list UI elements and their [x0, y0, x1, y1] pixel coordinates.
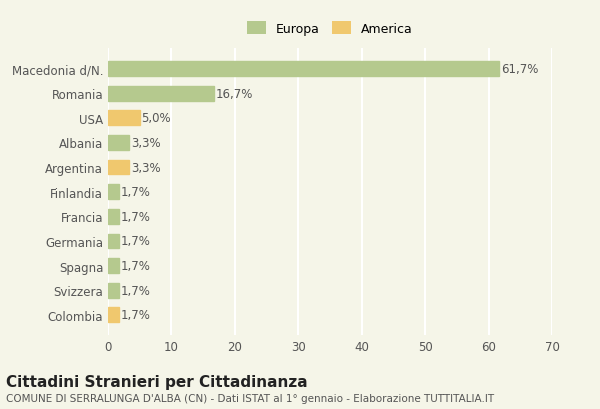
Text: 1,7%: 1,7% — [121, 284, 151, 297]
Text: 1,7%: 1,7% — [121, 186, 151, 199]
Bar — [108, 136, 129, 151]
Legend: Europa, America: Europa, America — [244, 18, 416, 39]
Text: 3,3%: 3,3% — [131, 137, 160, 150]
Text: 1,7%: 1,7% — [121, 235, 151, 248]
Bar — [108, 111, 140, 126]
Bar — [108, 185, 119, 200]
Text: Cittadini Stranieri per Cittadinanza: Cittadini Stranieri per Cittadinanza — [6, 374, 308, 389]
Text: 1,7%: 1,7% — [121, 308, 151, 321]
Bar — [108, 87, 214, 101]
Bar — [108, 209, 119, 224]
Bar — [108, 62, 499, 77]
Bar — [108, 160, 129, 175]
Text: 1,7%: 1,7% — [121, 210, 151, 223]
Bar — [108, 258, 119, 273]
Text: 1,7%: 1,7% — [121, 259, 151, 272]
Text: 5,0%: 5,0% — [142, 112, 171, 125]
Text: 3,3%: 3,3% — [131, 161, 160, 174]
Text: COMUNE DI SERRALUNGA D'ALBA (CN) - Dati ISTAT al 1° gennaio - Elaborazione TUTTI: COMUNE DI SERRALUNGA D'ALBA (CN) - Dati … — [6, 393, 494, 403]
Bar — [108, 308, 119, 322]
Bar — [108, 283, 119, 298]
Text: 61,7%: 61,7% — [501, 63, 539, 76]
Text: 16,7%: 16,7% — [216, 88, 253, 101]
Bar — [108, 234, 119, 249]
